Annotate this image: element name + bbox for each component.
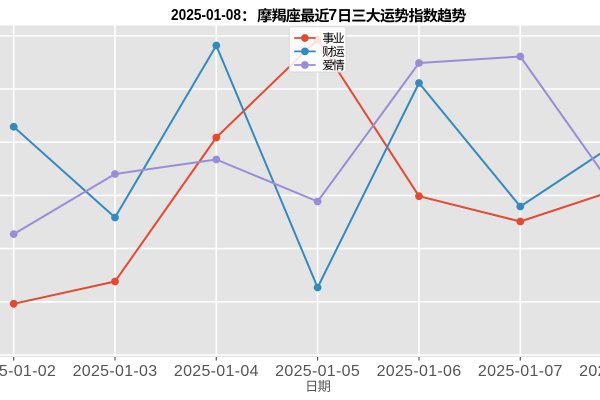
svg-text:2025-01-03: 2025-01-03 — [73, 363, 158, 380]
svg-text:7: 7 — [329, 7, 338, 24]
svg-text:2025-01-06: 2025-01-06 — [377, 363, 462, 380]
svg-text:2025-01-07: 2025-01-07 — [478, 363, 563, 380]
svg-text:2025-01-05: 2025-01-05 — [275, 363, 360, 380]
svg-text:2025-01-04: 2025-01-04 — [174, 363, 259, 380]
svg-text:2025-01-08: 2025-01-08 — [171, 7, 241, 24]
svg-text:2025-01-08: 2025-01-08 — [579, 363, 600, 380]
svg-text:2025-01-02: 2025-01-02 — [0, 363, 56, 380]
